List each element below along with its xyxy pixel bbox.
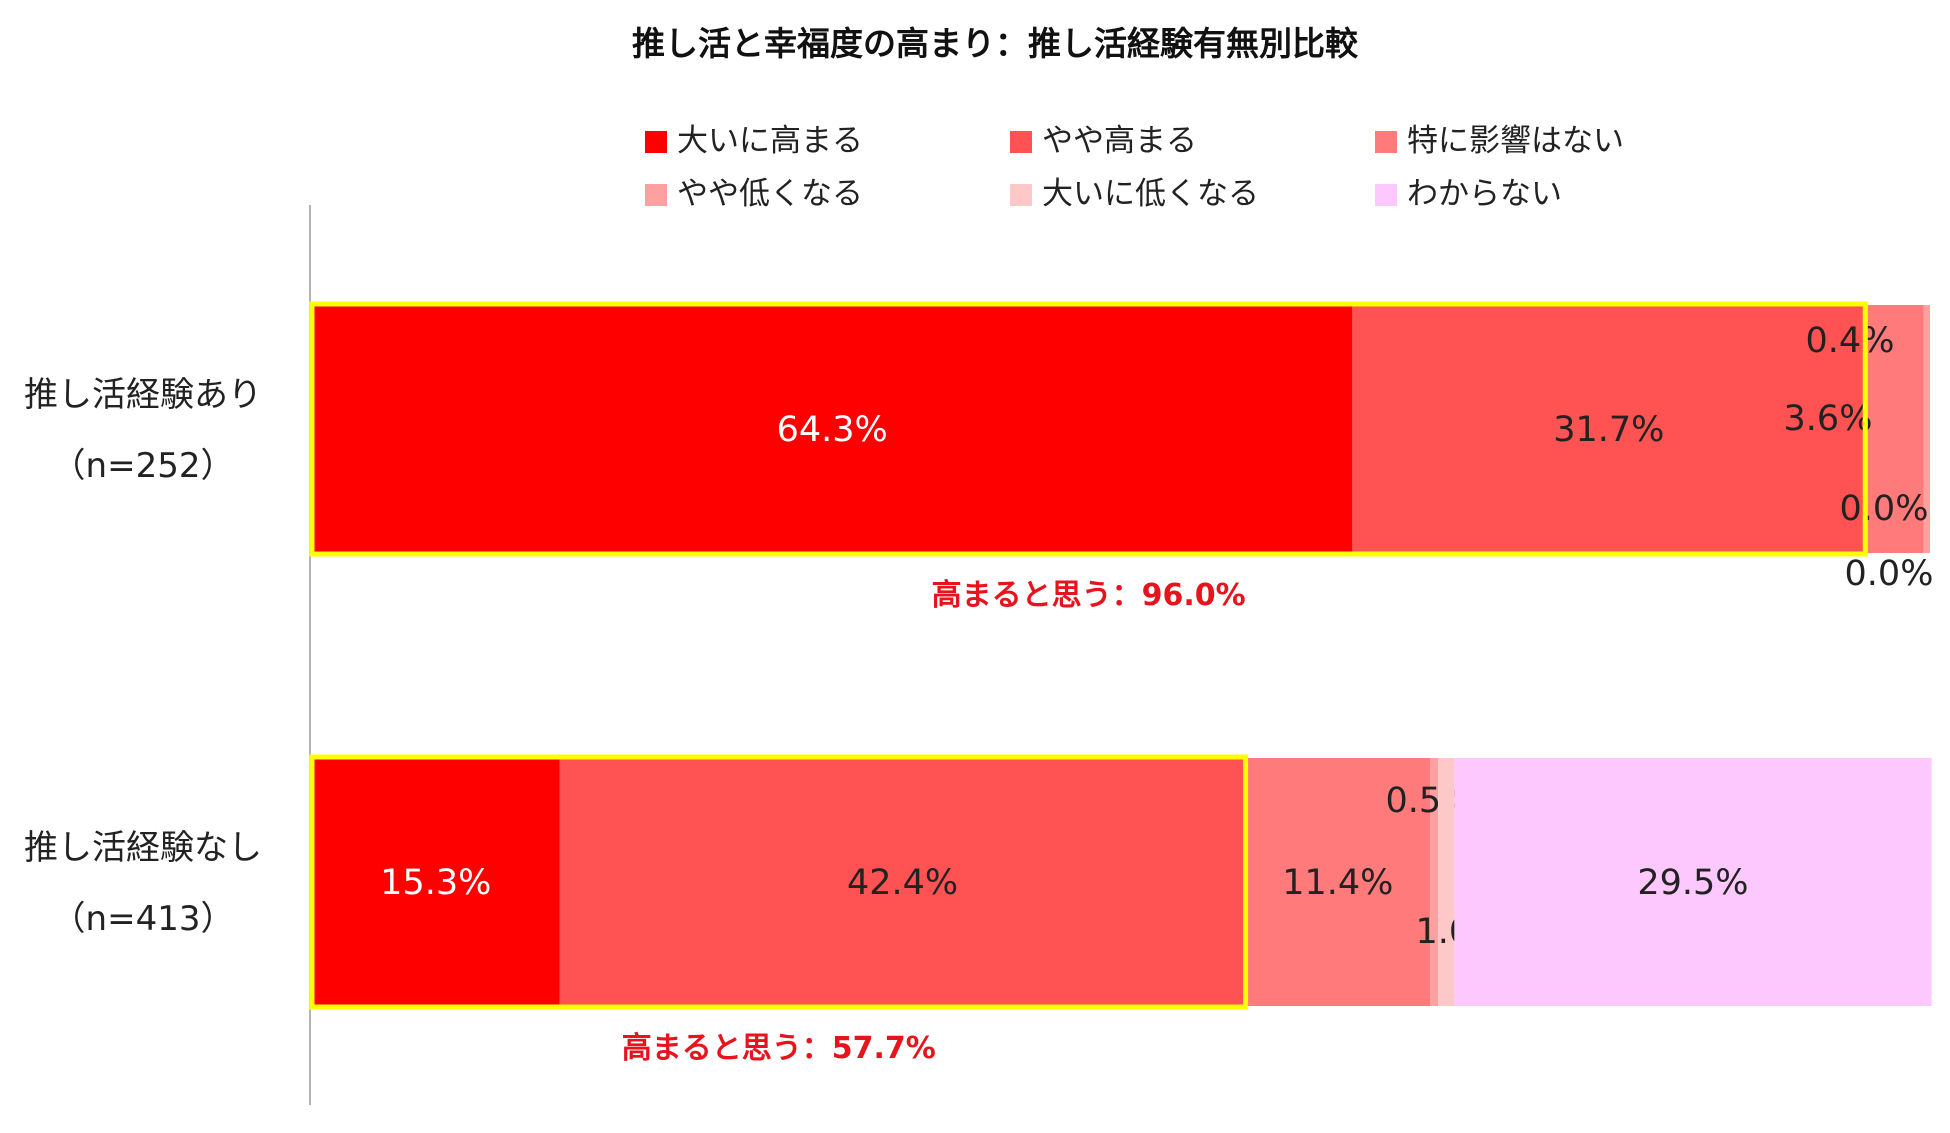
chart-title: 推し活と幸福度の高まり：推し活経験有無別比較 <box>632 24 1359 63</box>
data-label: 31.7% <box>1553 410 1664 450</box>
legend-swatch <box>1375 131 1397 153</box>
legend-label: 大いに高まる <box>677 123 863 159</box>
data-label: 29.5% <box>1637 863 1748 903</box>
summary-label: 高まると思う：96.0% <box>932 578 1246 613</box>
category-n-label: （n=252） <box>52 446 235 486</box>
legend-swatch <box>1010 131 1032 153</box>
bar-group: 推し活経験あり （n=252） 64.3% 31.7% 3.6% 0.4% 0.0% 0.0%… <box>24 301 1934 613</box>
data-label: 64.3% <box>777 410 888 450</box>
bar-segment <box>1245 758 1431 1006</box>
bar-segment <box>1352 305 1866 553</box>
data-label: 11.4% <box>1282 863 1393 903</box>
legend-item: やや低くなる <box>645 176 863 212</box>
highlight-box <box>309 301 1868 557</box>
bar-group: 推し活経験なし（n=413）15.3%42.4%11.4%0.5%1.0%29.… <box>24 754 1932 1066</box>
data-label: 15.3% <box>380 863 491 903</box>
data-label: 0.0% <box>1840 489 1929 529</box>
legend-item: 特に影響はない <box>1375 123 1624 159</box>
bar-segment <box>1438 758 1455 1006</box>
legend-item: わからない <box>1375 176 1562 212</box>
bar-segment <box>312 305 1353 553</box>
legend-swatch <box>645 131 667 153</box>
data-label: 42.4% <box>847 863 958 903</box>
bar-segment <box>1923 305 1930 553</box>
legend-label: 特に影響はない <box>1407 123 1624 159</box>
legend-label: やや高まる <box>1042 123 1197 159</box>
summary-label: 高まると思う：57.7% <box>622 1031 936 1066</box>
data-label: 3.6% <box>1784 399 1873 439</box>
bar-segment <box>1454 758 1932 1006</box>
legend-label: やや低くなる <box>677 176 863 212</box>
highlight-box <box>309 754 1249 1010</box>
category-label: 推し活経験あり <box>24 375 262 415</box>
bar-segment <box>1865 305 1924 553</box>
legend-item: 大いに高まる <box>645 123 863 159</box>
legend-item: 大いに低くなる <box>1010 176 1259 212</box>
category-label: 推し活経験なし <box>24 828 262 868</box>
bar-segment <box>1430 758 1439 1006</box>
legend-swatch <box>645 184 667 206</box>
bar-segment <box>312 758 560 1006</box>
bars: 推し活経験あり （n=252） 64.3% 31.7% 3.6% 0.4% 0.0% 0.0%… <box>24 301 1934 1066</box>
legend-item: やや高まる <box>1010 123 1197 159</box>
legend-swatch <box>1010 184 1032 206</box>
data-label: 0.4% <box>1806 321 1895 361</box>
legend-label: わからない <box>1407 176 1562 212</box>
legend-label: 大いに低くなる <box>1042 176 1259 212</box>
category-n-label: （n=413） <box>52 899 235 939</box>
bar-segment <box>559 758 1246 1006</box>
data-label: 0.0% <box>1845 554 1934 594</box>
legend-swatch <box>1375 184 1397 206</box>
